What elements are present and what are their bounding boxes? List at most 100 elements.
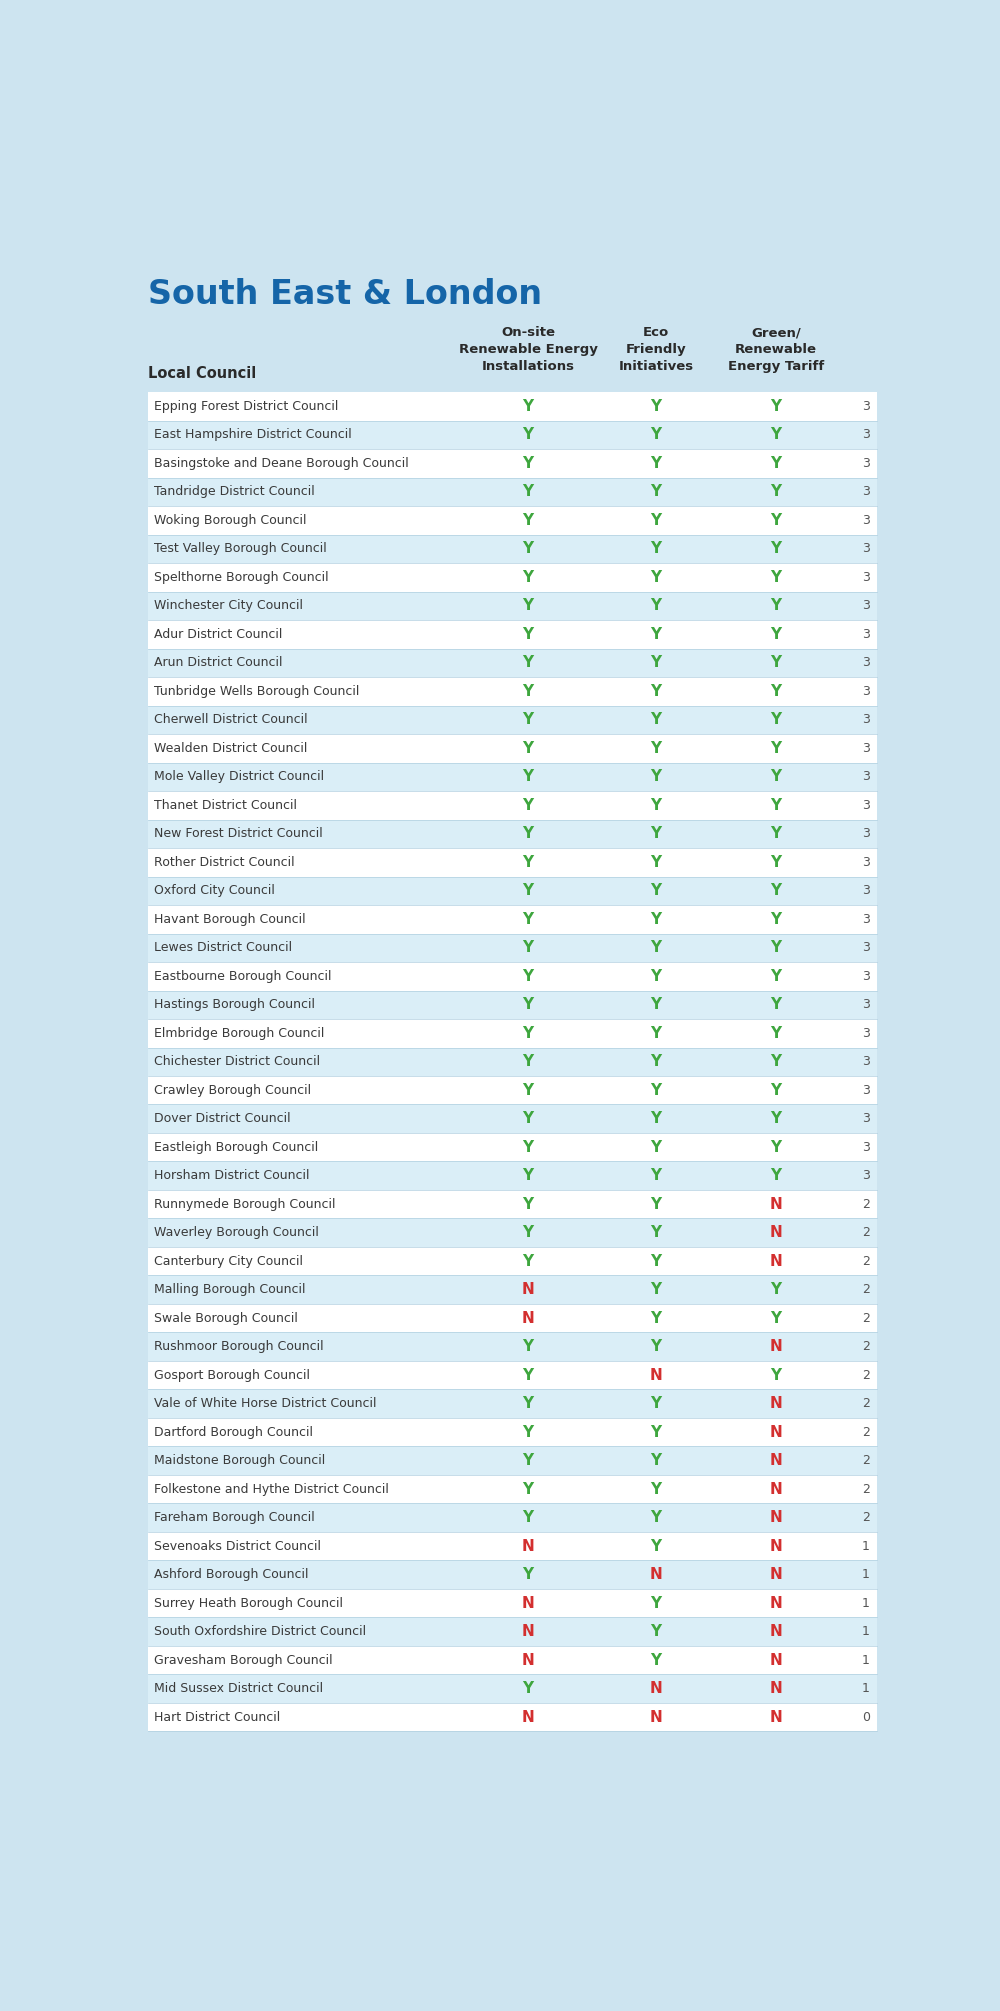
Text: 3: 3 xyxy=(862,1028,870,1040)
Bar xyxy=(148,991,877,1020)
Text: Y: Y xyxy=(770,740,782,756)
Text: Y: Y xyxy=(650,541,661,557)
Text: 2: 2 xyxy=(862,1369,870,1382)
Text: Y: Y xyxy=(650,1311,661,1325)
Text: Y: Y xyxy=(770,712,782,728)
Text: N: N xyxy=(522,1653,534,1667)
Text: Oxford City Council: Oxford City Council xyxy=(154,885,275,897)
Text: Y: Y xyxy=(522,997,534,1012)
Text: Y: Y xyxy=(770,1311,782,1325)
Text: 3: 3 xyxy=(862,1056,870,1068)
Text: Y: Y xyxy=(650,599,661,613)
Bar xyxy=(148,1390,877,1418)
Text: Y: Y xyxy=(770,1054,782,1070)
Text: Y: Y xyxy=(650,485,661,499)
Text: Y: Y xyxy=(522,569,534,585)
Text: Sevenoaks District Council: Sevenoaks District Council xyxy=(154,1540,321,1552)
Text: Gravesham Borough Council: Gravesham Borough Council xyxy=(154,1653,333,1667)
Text: 3: 3 xyxy=(862,714,870,726)
Text: Y: Y xyxy=(650,1653,661,1667)
Bar xyxy=(148,507,877,535)
Text: Y: Y xyxy=(650,1253,661,1269)
Text: N: N xyxy=(770,1709,782,1725)
Text: 0: 0 xyxy=(862,1711,870,1723)
Text: Y: Y xyxy=(522,456,534,471)
Bar xyxy=(148,1589,877,1617)
Text: Rother District Council: Rother District Council xyxy=(154,857,295,869)
Text: N: N xyxy=(650,1567,662,1583)
Bar xyxy=(148,1020,877,1048)
Bar xyxy=(148,1532,877,1561)
Text: Y: Y xyxy=(522,883,534,899)
Bar xyxy=(148,1219,877,1247)
Text: N: N xyxy=(650,1709,662,1725)
Text: Y: Y xyxy=(650,1595,661,1611)
Text: 2: 2 xyxy=(862,1255,870,1267)
Bar xyxy=(148,1303,877,1333)
Text: 3: 3 xyxy=(862,656,870,670)
Bar xyxy=(148,650,877,678)
Text: Eco
Friendly
Initiatives: Eco Friendly Initiatives xyxy=(618,326,693,374)
Text: Ashford Borough Council: Ashford Borough Council xyxy=(154,1569,309,1581)
Text: N: N xyxy=(522,1709,534,1725)
Text: Y: Y xyxy=(522,1681,534,1695)
Text: Lewes District Council: Lewes District Council xyxy=(154,941,293,955)
Text: East Hampshire District Council: East Hampshire District Council xyxy=(154,428,352,442)
Text: N: N xyxy=(522,1538,534,1555)
Text: 3: 3 xyxy=(862,827,870,841)
Text: 1: 1 xyxy=(862,1597,870,1609)
Text: Y: Y xyxy=(650,770,661,784)
Text: Y: Y xyxy=(770,569,782,585)
Text: 3: 3 xyxy=(862,798,870,812)
Text: Y: Y xyxy=(650,1339,661,1353)
Text: Y: Y xyxy=(650,1140,661,1154)
Text: Y: Y xyxy=(650,941,661,955)
Text: Y: Y xyxy=(650,1112,661,1126)
Text: Runnymede Borough Council: Runnymede Borough Council xyxy=(154,1199,336,1211)
Text: Winchester City Council: Winchester City Council xyxy=(154,599,303,613)
Text: Y: Y xyxy=(770,770,782,784)
Bar xyxy=(148,1504,877,1532)
Text: 3: 3 xyxy=(862,941,870,955)
Text: Y: Y xyxy=(650,627,661,642)
Bar xyxy=(148,706,877,734)
Text: Havant Borough Council: Havant Borough Council xyxy=(154,913,306,925)
Bar xyxy=(148,790,877,820)
Text: Y: Y xyxy=(650,712,661,728)
Text: Y: Y xyxy=(770,513,782,529)
Text: Y: Y xyxy=(770,656,782,670)
Bar xyxy=(148,1048,877,1076)
Text: 2: 2 xyxy=(862,1339,870,1353)
Bar xyxy=(148,1275,877,1303)
Bar xyxy=(148,877,877,905)
Text: Y: Y xyxy=(522,1197,534,1213)
Text: Fareham Borough Council: Fareham Borough Council xyxy=(154,1510,315,1524)
Text: Y: Y xyxy=(770,599,782,613)
Text: N: N xyxy=(770,1567,782,1583)
Text: N: N xyxy=(770,1396,782,1412)
Text: N: N xyxy=(770,1454,782,1468)
Text: 3: 3 xyxy=(862,1168,870,1182)
Text: 2: 2 xyxy=(862,1311,870,1325)
Bar xyxy=(148,1132,877,1162)
Text: Canterbury City Council: Canterbury City Council xyxy=(154,1255,303,1267)
Text: 1: 1 xyxy=(862,1653,870,1667)
Bar xyxy=(148,591,877,619)
Text: Y: Y xyxy=(650,1424,661,1440)
Text: Maidstone Borough Council: Maidstone Borough Council xyxy=(154,1454,326,1468)
Text: Y: Y xyxy=(650,911,661,927)
Text: 3: 3 xyxy=(862,686,870,698)
Text: 3: 3 xyxy=(862,543,870,555)
Text: Y: Y xyxy=(522,1054,534,1070)
Text: Y: Y xyxy=(650,1538,661,1555)
Bar xyxy=(148,961,877,991)
Text: Y: Y xyxy=(770,541,782,557)
Text: Y: Y xyxy=(522,1082,534,1098)
Bar xyxy=(148,678,877,706)
Text: 1: 1 xyxy=(862,1540,870,1552)
Text: Y: Y xyxy=(770,428,782,442)
Text: N: N xyxy=(770,1681,782,1695)
Text: Y: Y xyxy=(650,1026,661,1042)
Text: N: N xyxy=(770,1510,782,1524)
Text: N: N xyxy=(770,1339,782,1353)
